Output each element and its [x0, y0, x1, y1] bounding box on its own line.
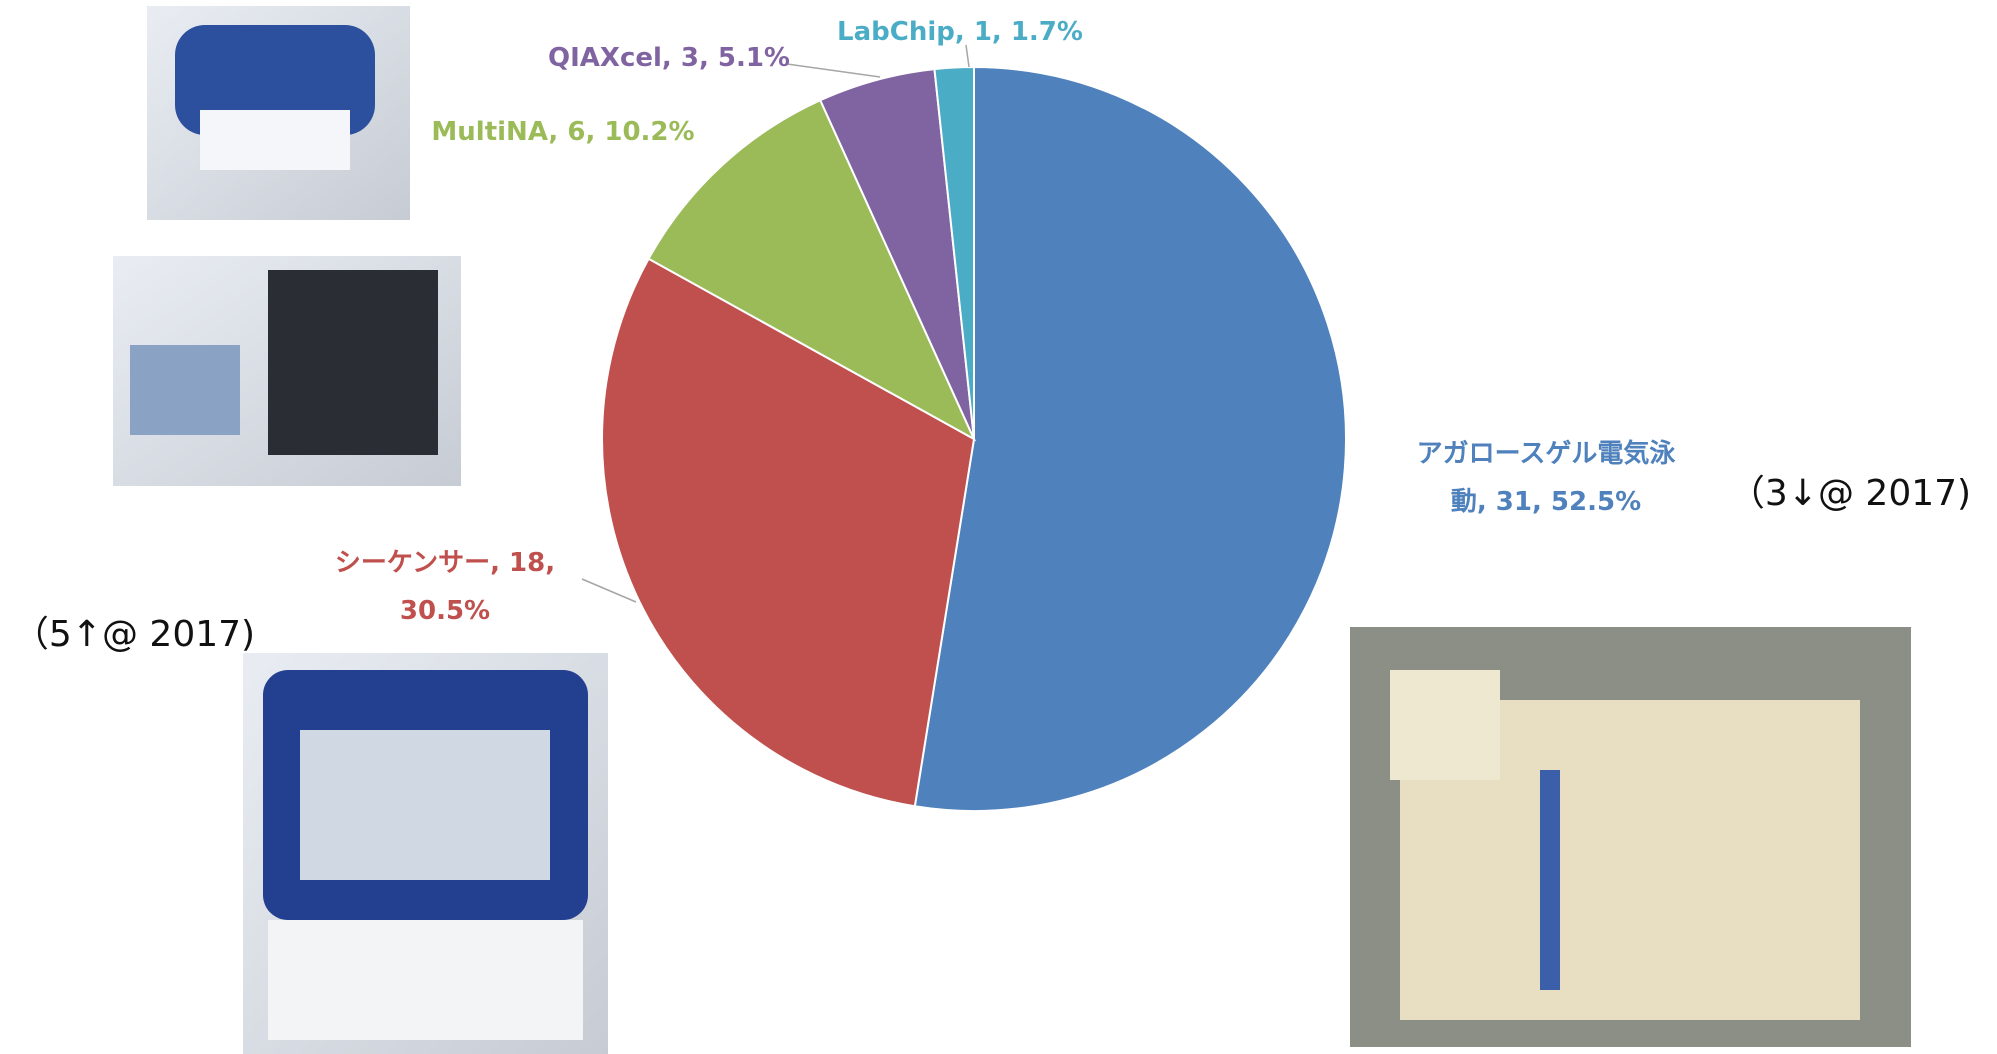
annotation: （5↑@ 2017) — [12, 614, 256, 655]
data-label: MultiNA, 6, 10.2% — [431, 117, 695, 147]
data-label: LabChip, 1, 1.7% — [837, 17, 1083, 47]
pie-slice — [647, 98, 977, 442]
pie-slice — [933, 65, 975, 440]
leader-line — [965, 44, 970, 68]
photo-capillary-instrument — [147, 6, 410, 220]
data-label: シーケンサー, 18, 30.5% — [334, 548, 556, 626]
leader-line — [581, 578, 637, 603]
photo-multina-instrument — [113, 256, 461, 486]
data-label: QIAXcel, 3, 5.1% — [548, 43, 790, 73]
leader-line — [786, 63, 881, 78]
photo-agarose-gel — [1350, 627, 1911, 1047]
data-label: アガロースゲル電気泳動, 31, 52.5% — [1416, 439, 1676, 517]
annotation: （3↓@ 2017) — [1728, 473, 1972, 514]
photo-sequencer — [243, 653, 608, 1054]
pie-slice — [913, 65, 1347, 812]
pie-slice — [601, 257, 976, 808]
